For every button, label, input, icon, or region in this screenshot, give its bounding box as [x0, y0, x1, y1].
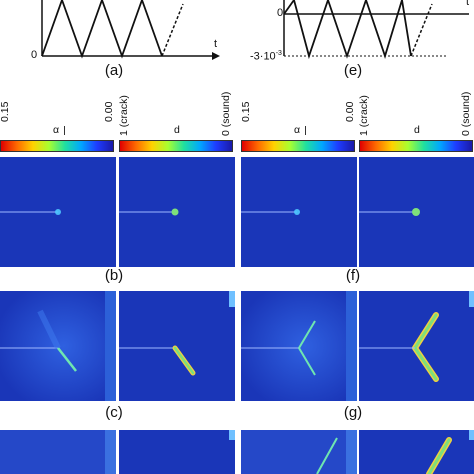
field-panel-d-alpha: [0, 430, 116, 474]
loading-right-origin: 0: [277, 7, 284, 19]
panel-label-a: (a): [104, 62, 124, 79]
colorbar-damage-left-min: 0 (sound): [220, 91, 232, 136]
loading-plot-right: [283, 0, 469, 60]
loading-right-t-axis: t: [466, 0, 470, 8]
loading-left-t-axis: t: [214, 38, 218, 50]
field-panel-c-alpha: [0, 291, 116, 401]
colorbar-damage-right-name: d: [414, 124, 420, 136]
panel-label-c: (c): [105, 404, 123, 421]
colorbar-alpha-right: [241, 140, 355, 152]
field-panel-f-damage: [359, 157, 474, 267]
loading-plot-left: [41, 0, 220, 60]
colorbar-alpha-left-max: 0.15: [0, 101, 11, 122]
panel-label-g: (g): [343, 404, 363, 421]
colorbar-alpha-left: [0, 140, 114, 152]
field-panel-h-alpha: [241, 430, 357, 474]
colorbar-alpha-left-name: α: [53, 124, 60, 136]
colorbar-damage-right: [359, 140, 473, 152]
panel-label-f: (f): [345, 267, 361, 284]
colorbar-alpha-left-marker: [64, 126, 65, 135]
colorbar-alpha-left-min: 0.00: [103, 101, 115, 122]
field-panel-f-alpha: [241, 157, 357, 267]
field-panel-g-damage: [359, 291, 474, 401]
field-panel-d-damage: [119, 430, 235, 474]
loading-right-min-label: -3·10-3: [250, 50, 282, 63]
colorbar-damage-left: [119, 140, 233, 152]
colorbar-damage-right-max: 1 (crack): [358, 95, 370, 136]
colorbar-damage-left-name: d: [174, 124, 180, 136]
loading-left-origin: 0: [31, 49, 38, 61]
colorbar-alpha-right-min: 0.00: [344, 101, 356, 122]
panel-label-e: (e): [343, 62, 363, 79]
field-panel-h-damage: [359, 430, 474, 474]
panel-label-b: (b): [104, 267, 124, 284]
field-panel-c-damage: [119, 291, 235, 401]
field-panel-b-damage: [119, 157, 235, 267]
colorbar-damage-left-max: 1 (crack): [118, 95, 130, 136]
colorbar-alpha-right-marker: [305, 126, 306, 135]
field-panel-g-alpha: [241, 291, 357, 401]
colorbar-damage-right-min: 0 (sound): [460, 91, 472, 136]
field-panel-b-alpha: [0, 157, 116, 267]
colorbar-alpha-right-max: 0.15: [240, 101, 252, 122]
colorbar-alpha-right-name: α: [294, 124, 301, 136]
